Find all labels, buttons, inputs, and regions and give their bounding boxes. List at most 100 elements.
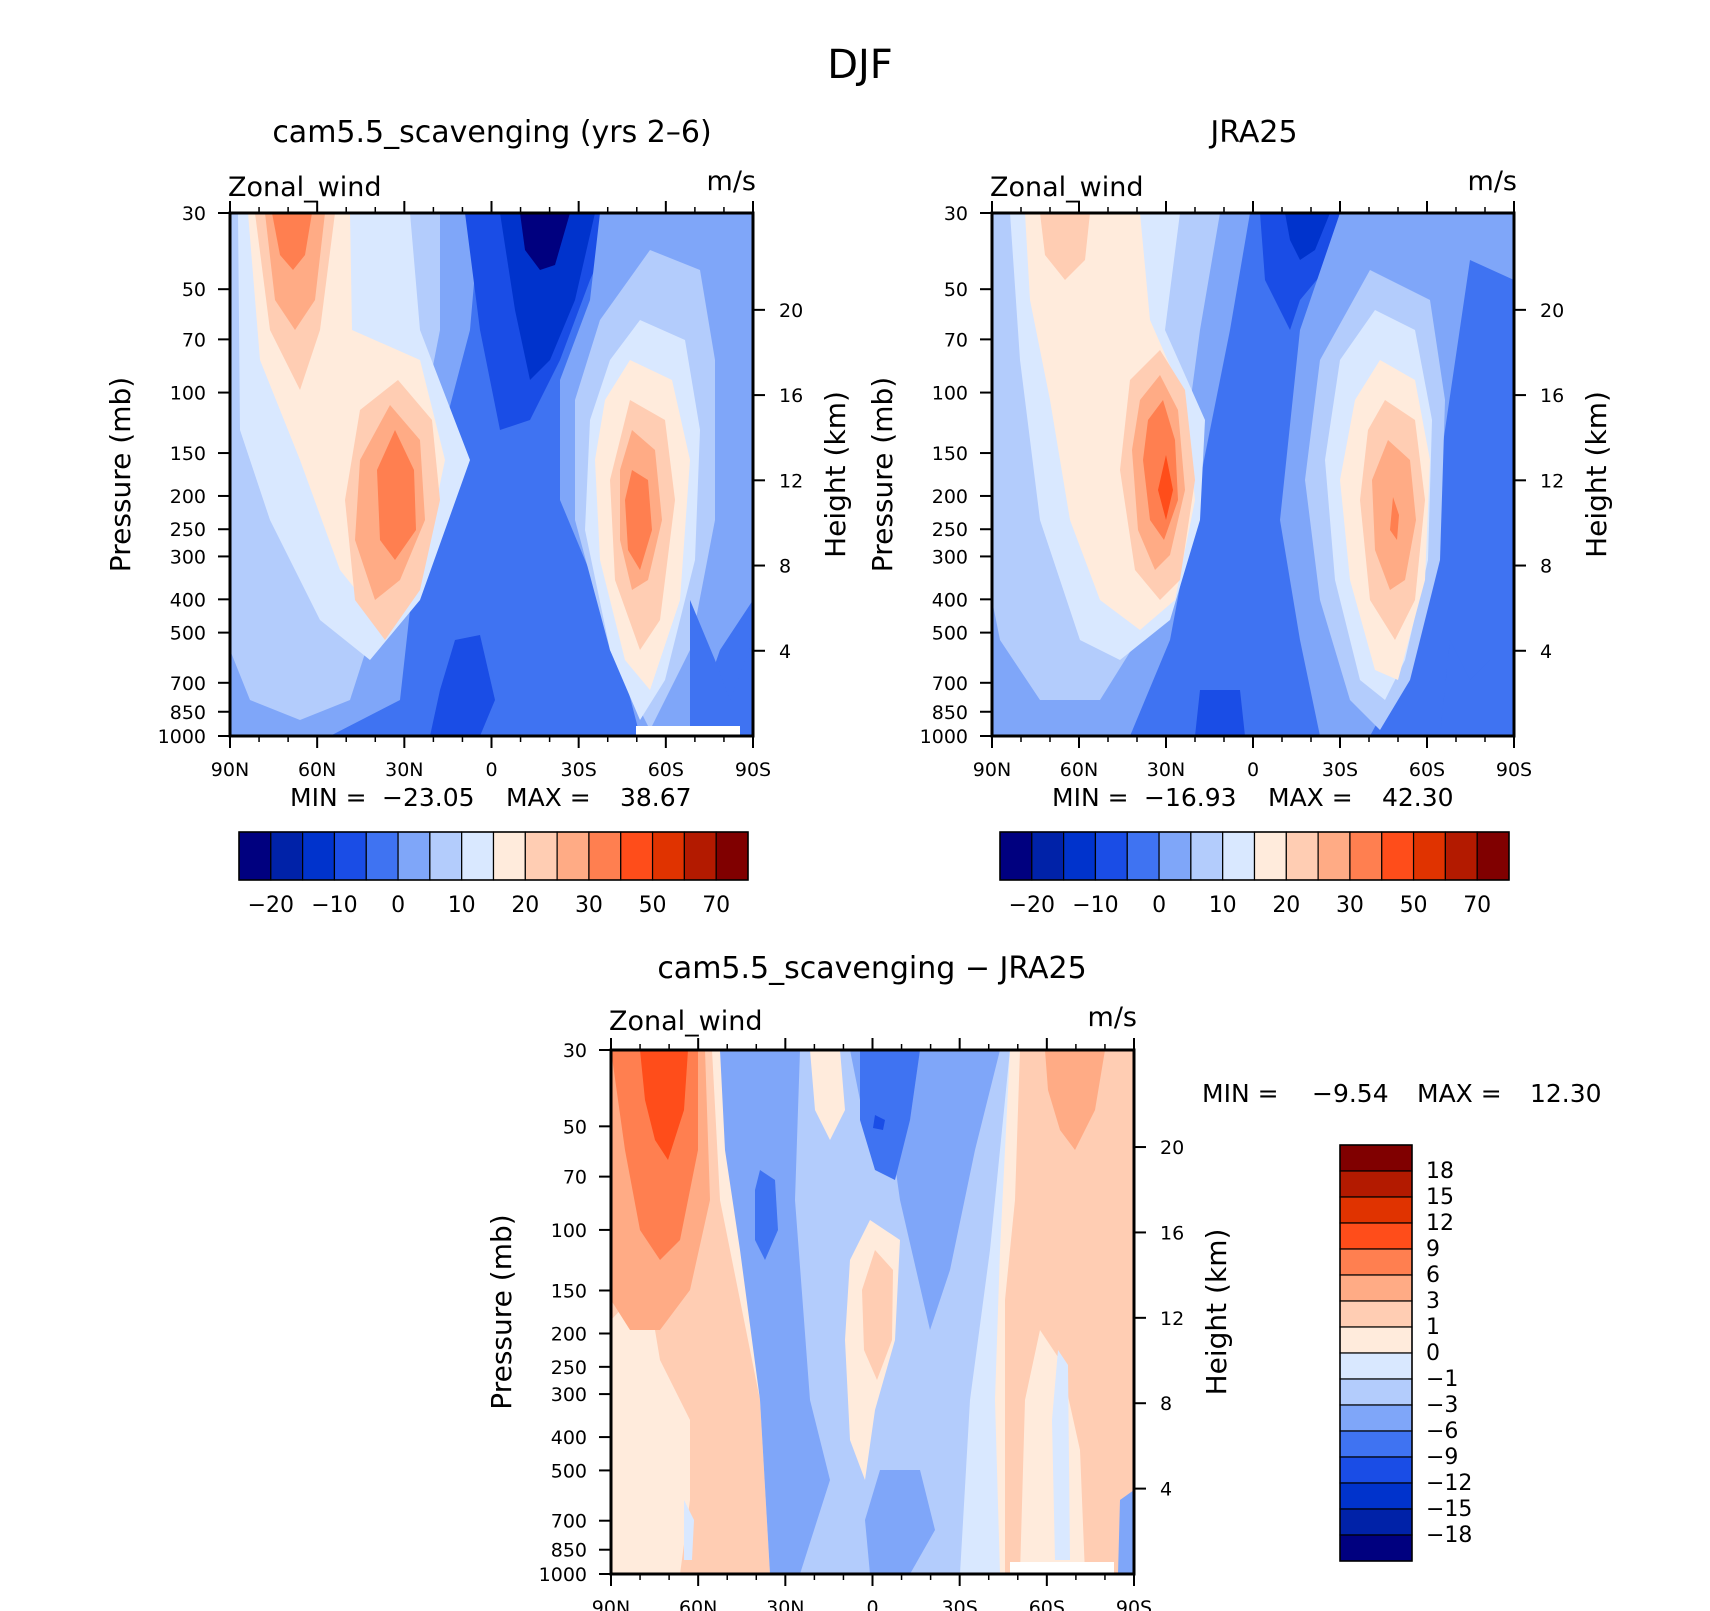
colorbar-swatch <box>1444 831 1478 881</box>
height-tick-label: 12 <box>1540 470 1564 492</box>
model-band-eq-navy <box>520 213 570 270</box>
diff-band-eq-strong <box>860 1050 920 1180</box>
colorbar-label: 20 <box>1272 893 1300 918</box>
diff-band-eq-mid <box>720 1050 830 1574</box>
colorbar-swatch <box>1339 1456 1413 1484</box>
colorbar-swatch <box>1126 831 1160 881</box>
colorbar-swatch <box>238 831 272 881</box>
y-tick-label: 700 <box>932 673 968 695</box>
y-tick-label: 500 <box>170 623 206 645</box>
y-tick-label: 850 <box>170 702 206 724</box>
height-tick-label: 8 <box>1540 556 1552 578</box>
y-tick-label: 150 <box>932 443 968 465</box>
colorbar-label: −6 <box>1426 1419 1458 1444</box>
height-tick-label: 8 <box>779 556 791 578</box>
colorbar-swatch <box>461 831 495 881</box>
colorbar-label: 1 <box>1426 1315 1440 1340</box>
x-tick-label: 0 <box>1247 759 1259 781</box>
panel-model-variable: Zonal_wind <box>228 172 382 203</box>
colorbar-swatch <box>683 831 717 881</box>
colorbar-label: 0 <box>391 893 405 918</box>
y-tick-label: 200 <box>170 486 206 508</box>
colorbar-swatch <box>1476 831 1510 881</box>
colorbar-swatch <box>1253 831 1287 881</box>
x-tick-label: 90S <box>1116 1597 1152 1611</box>
y-tick-label: 1000 <box>158 726 206 748</box>
colorbar-swatch <box>1158 831 1192 881</box>
y-tick-label: 300 <box>932 546 968 568</box>
x-tick-label: 60N <box>679 1597 717 1611</box>
colorbar-label: 70 <box>702 893 730 918</box>
y-tick-label: 30 <box>563 1040 587 1062</box>
x-tick-label: 60N <box>298 759 336 781</box>
model-band-nh-top-coral <box>272 213 312 270</box>
colorbar-swatch <box>999 831 1033 881</box>
colorbar-swatch <box>1339 1144 1413 1172</box>
panel-obs-min-value: −16.93 <box>1144 783 1237 812</box>
y-tick-label: 300 <box>551 1384 587 1406</box>
model-missing-data <box>636 726 740 736</box>
colorbar-swatch <box>588 831 622 881</box>
colorbar-swatch <box>1339 1404 1413 1432</box>
panel-obs-variable: Zonal_wind <box>990 172 1144 203</box>
x-tick-label: 30S <box>1322 759 1358 781</box>
colorbar-swatch <box>1063 831 1097 881</box>
colorbar-label: 50 <box>1400 893 1428 918</box>
y-tick-label: 400 <box>932 589 968 611</box>
panel-model-min-label: MIN = <box>290 783 367 812</box>
colorbar-label: 70 <box>1463 893 1491 918</box>
y-tick-label: 700 <box>170 673 206 695</box>
panel-diff-max-value: 12.30 <box>1530 1079 1602 1108</box>
panel-obs-units: m/s <box>1468 166 1517 197</box>
height-tick-label: 16 <box>1160 1222 1184 1244</box>
colorbar-swatch <box>1339 1222 1413 1250</box>
panel-obs-max-label: MAX = <box>1268 783 1353 812</box>
colorbar-label: 6 <box>1426 1263 1440 1288</box>
colorbar-swatch <box>333 831 367 881</box>
panel-diff-min-value: −9.54 <box>1312 1079 1389 1108</box>
y-tick-label: 250 <box>170 519 206 541</box>
obs-band-sh-pole <box>1440 620 1514 736</box>
height-tick-label: 4 <box>779 641 791 663</box>
panel-obs-max-value: 42.30 <box>1382 783 1454 812</box>
panel-model-min-value: −23.05 <box>382 783 475 812</box>
height-tick-label: 12 <box>779 470 803 492</box>
y-tick-label: 850 <box>932 702 968 724</box>
y-tick-label: 50 <box>944 279 968 301</box>
model-band-eq-low <box>430 635 495 736</box>
height-axis-title: Height (km) <box>1200 1229 1233 1396</box>
colorbar-swatch <box>302 831 336 881</box>
colorbar-label: −12 <box>1426 1471 1472 1496</box>
colorbar-frame <box>1339 1144 1413 1562</box>
x-tick-label: 60S <box>648 759 684 781</box>
colorbar-swatch <box>365 831 399 881</box>
colorbar-swatch <box>556 831 590 881</box>
obs-band-eq-dark <box>1285 213 1330 260</box>
colorbar-frame <box>999 831 1510 881</box>
panel-model-units: m/s <box>707 166 756 197</box>
colorbar-label: −18 <box>1426 1523 1472 1548</box>
obs-band-nh-red <box>1158 455 1173 520</box>
height-axis-title: Height (km) <box>819 391 852 558</box>
y-tick-label: 200 <box>551 1323 587 1345</box>
colorbar-label: 3 <box>1426 1289 1440 1314</box>
x-tick-label: 90S <box>1496 759 1532 781</box>
colorbar-swatch <box>1190 831 1224 881</box>
obs-band-sh-coral <box>1390 497 1399 540</box>
diff-missing-data <box>1010 1562 1114 1574</box>
panel-model-colorbar: −20 −10 0 10 20 30 50 70 <box>238 831 749 918</box>
colorbar-label: 10 <box>1209 893 1237 918</box>
x-tick-label: 60S <box>1029 1597 1065 1611</box>
y-tick-label: 250 <box>551 1357 587 1379</box>
panel-diff-units: m/s <box>1088 1002 1137 1033</box>
y-tick-label: 500 <box>932 623 968 645</box>
colorbar-swatch <box>1381 831 1415 881</box>
height-tick-label: 16 <box>1540 385 1564 407</box>
x-tick-label: 90N <box>973 759 1011 781</box>
height-tick-label: 4 <box>1540 641 1552 663</box>
panel-obs-colorbar: −20 −10 0 10 20 30 50 70 <box>999 831 1510 918</box>
model-band-eq-darker <box>500 213 595 380</box>
panel-model-max-label: MAX = <box>506 783 591 812</box>
panel-model-field <box>230 213 753 736</box>
